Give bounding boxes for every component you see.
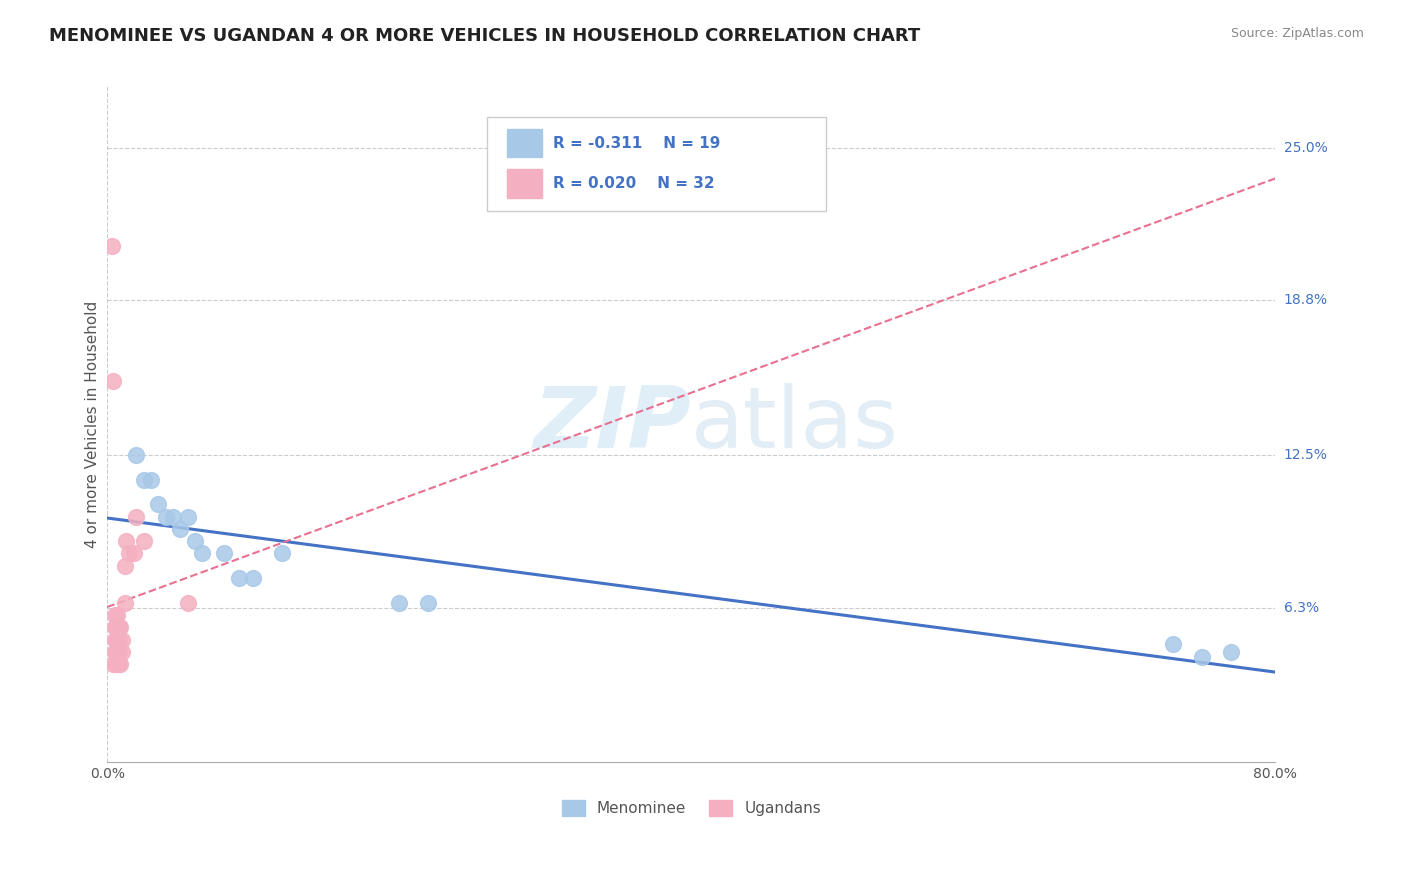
Text: R = 0.020    N = 32: R = 0.020 N = 32 [554, 176, 716, 191]
Point [176, 509, 198, 524]
Point [191, 546, 214, 560]
Text: ZIP: ZIP [534, 383, 692, 466]
Point [107, 620, 129, 634]
Point [132, 534, 155, 549]
Point [118, 546, 141, 560]
Text: 18.8%: 18.8% [1284, 293, 1327, 307]
Point [105, 632, 128, 647]
Point [111, 632, 134, 647]
FancyBboxPatch shape [486, 117, 825, 211]
Point [107, 632, 129, 647]
Point [110, 620, 132, 634]
Point [212, 546, 235, 560]
Point [101, 657, 124, 672]
Point [139, 473, 162, 487]
Point [103, 607, 125, 622]
Point [1220, 645, 1243, 659]
FancyBboxPatch shape [506, 169, 541, 197]
Point [105, 657, 128, 672]
Point [1191, 649, 1213, 664]
Point [100, 239, 122, 253]
Point [242, 571, 264, 585]
Point [148, 497, 170, 511]
Point [107, 657, 129, 672]
Point [107, 645, 129, 659]
Text: 12.5%: 12.5% [1284, 448, 1327, 462]
Point [271, 546, 294, 560]
Point [108, 632, 131, 647]
Text: 25.0%: 25.0% [1284, 141, 1327, 155]
Text: R = -0.311    N = 19: R = -0.311 N = 19 [554, 136, 721, 151]
Point [184, 534, 207, 549]
Point [114, 558, 136, 573]
FancyBboxPatch shape [506, 129, 541, 157]
Text: 6.3%: 6.3% [1284, 600, 1319, 615]
Point [115, 534, 138, 549]
Legend: Menominee, Ugandans: Menominee, Ugandans [555, 794, 827, 822]
Point [418, 596, 440, 610]
Y-axis label: 4 or more Vehicles in Household: 4 or more Vehicles in Household [86, 301, 100, 548]
Point [176, 596, 198, 610]
Point [122, 546, 145, 560]
Point [103, 620, 125, 634]
Point [169, 522, 191, 536]
Point [114, 596, 136, 610]
Point [162, 509, 184, 524]
Point [111, 645, 134, 659]
Point [101, 375, 124, 389]
Point [105, 620, 128, 634]
Point [155, 509, 177, 524]
Text: Source: ZipAtlas.com: Source: ZipAtlas.com [1230, 27, 1364, 40]
Point [108, 620, 131, 634]
Point [103, 632, 125, 647]
Point [107, 607, 129, 622]
Point [228, 571, 250, 585]
Point [105, 645, 128, 659]
Point [132, 473, 155, 487]
Point [108, 645, 131, 659]
Point [110, 657, 132, 672]
Point [388, 596, 411, 610]
Point [1161, 637, 1184, 651]
Text: MENOMINEE VS UGANDAN 4 OR MORE VEHICLES IN HOUSEHOLD CORRELATION CHART: MENOMINEE VS UGANDAN 4 OR MORE VEHICLES … [49, 27, 921, 45]
Text: atlas: atlas [692, 383, 900, 466]
Point [125, 509, 148, 524]
Point [108, 657, 131, 672]
Point [125, 448, 148, 462]
Point [103, 645, 125, 659]
